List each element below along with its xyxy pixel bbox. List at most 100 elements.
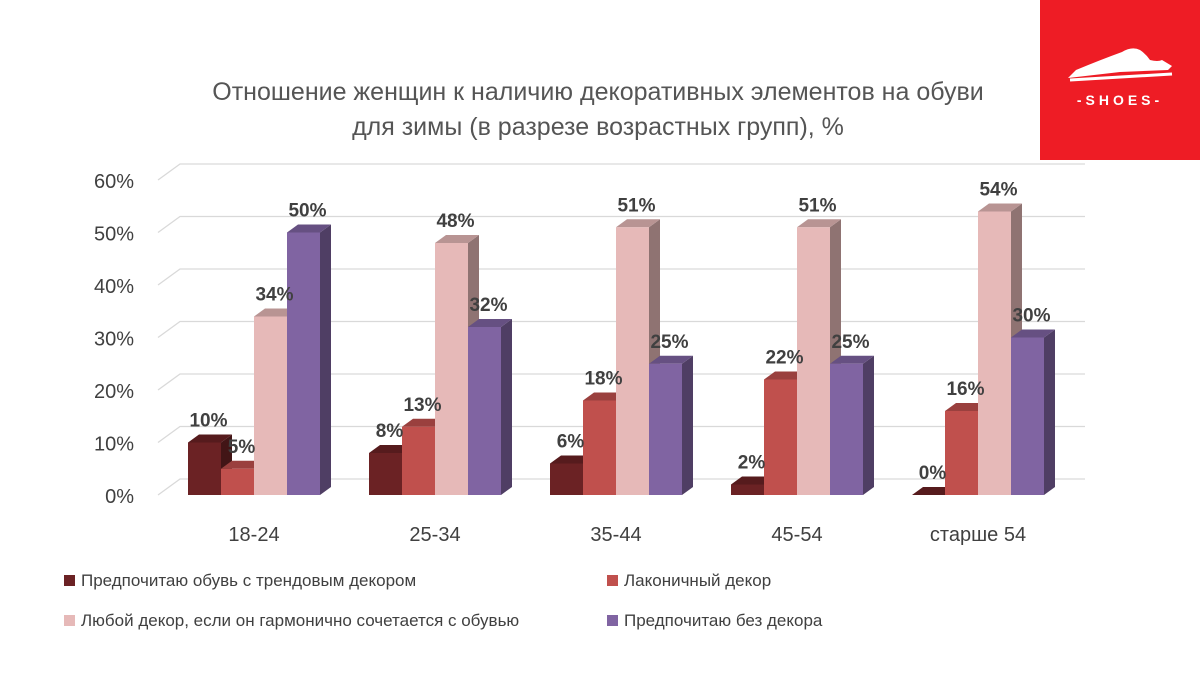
data-label: 51% [617,195,655,216]
bar-top [188,434,232,443]
bar-front [731,484,764,495]
y-axis-ticks: 0% 10% 20% 30% 40% 50% 60% [94,171,134,508]
bar-front [616,227,649,495]
data-labels: 10%5% 34% 50% 8% 13% 48% 32% 6% 18% 51% 25% 2% 22% 51… [189,180,1050,485]
data-label: 6% [557,432,585,453]
bar-front [764,379,797,495]
gridline [157,163,1085,181]
bar-front [649,363,682,495]
bar-top [649,355,693,364]
y-tick-label: 40% [94,276,134,298]
bar-top [616,219,660,228]
data-label: 0% [919,463,947,484]
chart-title: Отношение женщин к наличию декоративных … [212,78,984,141]
legend-swatch [607,575,618,586]
bar-side [501,319,512,495]
data-label: 8% [376,421,404,442]
legend-item: Предпочитаю без декора [607,611,823,630]
data-label: 25% [650,332,688,353]
data-label: 50% [288,201,326,222]
logo-text: -SHOES- [1076,92,1164,108]
y-tick-label: 0% [105,486,134,508]
bar [468,319,512,495]
x-category-label: 45-54 [771,524,822,546]
bar-front [221,468,254,495]
legend-item: Предпочитаю обувь с трендовым декором [64,571,416,590]
bar-top [978,203,1022,212]
data-label: 10% [189,411,227,432]
bar-front [254,316,287,495]
bar-front [468,327,501,495]
bar-front [550,463,583,495]
bar [435,235,479,495]
bar [616,219,660,495]
legend-item: Лаконичный декор [607,571,771,590]
bar [797,219,841,495]
data-label: 13% [403,395,441,416]
gridline [157,320,1085,339]
y-tick-label: 50% [94,224,134,246]
x-category-label: старше 54 [930,524,1026,546]
bar-top [468,319,512,327]
bar-front [797,227,830,495]
y-tick-label: 60% [94,171,134,193]
legend-item: Любой декор, если он гармонично сочетает… [64,611,519,630]
x-axis-categories: 18-24 25-34 35-44 45-54 старше 54 [228,524,1026,546]
bar-front [1011,337,1044,495]
bar [287,224,331,495]
legend-label: Предпочитаю без декора [624,611,823,630]
shoes-logo: -SHOES- [1040,0,1200,160]
data-label: 16% [946,379,984,400]
gridline [157,215,1085,234]
x-category-label: 35-44 [590,524,641,546]
bar-top [797,219,841,228]
x-category-label: 18-24 [228,524,279,546]
data-label: 18% [584,369,622,390]
bar [649,355,693,495]
bar-front [402,426,435,495]
bar [1011,329,1055,495]
legend-label: Лаконичный декор [624,571,771,590]
bar-side [682,355,693,495]
y-tick-label: 10% [94,434,134,456]
bar-front [369,453,402,495]
data-label: 30% [1012,306,1050,327]
legend-swatch [64,575,75,586]
data-label: 34% [255,285,293,306]
bar-front [945,411,978,495]
bar-front [583,400,616,495]
data-label: 5% [228,437,256,458]
bars [188,203,1055,495]
bar-front [435,243,468,495]
shoe-logo-icon [1068,48,1173,82]
data-label: 32% [469,295,507,316]
legend-swatch [607,615,618,626]
bar-top [435,235,479,243]
legend: Предпочитаю обувь с трендовым декором Лак… [64,571,823,630]
data-label: 2% [738,453,766,474]
bar-top [830,355,874,364]
bar-side [863,355,874,495]
bar-front [830,363,863,495]
legend-label: Любой декор, если он гармонично сочетает… [81,611,519,630]
bar-top [287,224,331,233]
data-label: 48% [436,211,474,232]
legend-swatch [64,615,75,626]
bar-side [320,224,331,495]
y-tick-label: 30% [94,329,134,351]
bar-side [1044,329,1055,495]
chart-title-line: для зимы (в разрезе возрастных групп), % [352,113,844,141]
chart-title-line: Отношение женщин к наличию декоративных … [212,78,984,106]
y-tick-label: 20% [94,381,134,403]
bar-top [1011,329,1055,338]
bar-front [978,211,1011,495]
legend-label: Предпочитаю обувь с трендовым декором [81,571,416,590]
data-label: 51% [798,195,836,216]
bar [830,355,874,495]
gridline [157,268,1085,286]
bar-front [188,442,221,495]
x-category-label: 25-34 [409,524,460,546]
gridlines [157,163,1085,496]
data-label: 25% [831,332,869,353]
